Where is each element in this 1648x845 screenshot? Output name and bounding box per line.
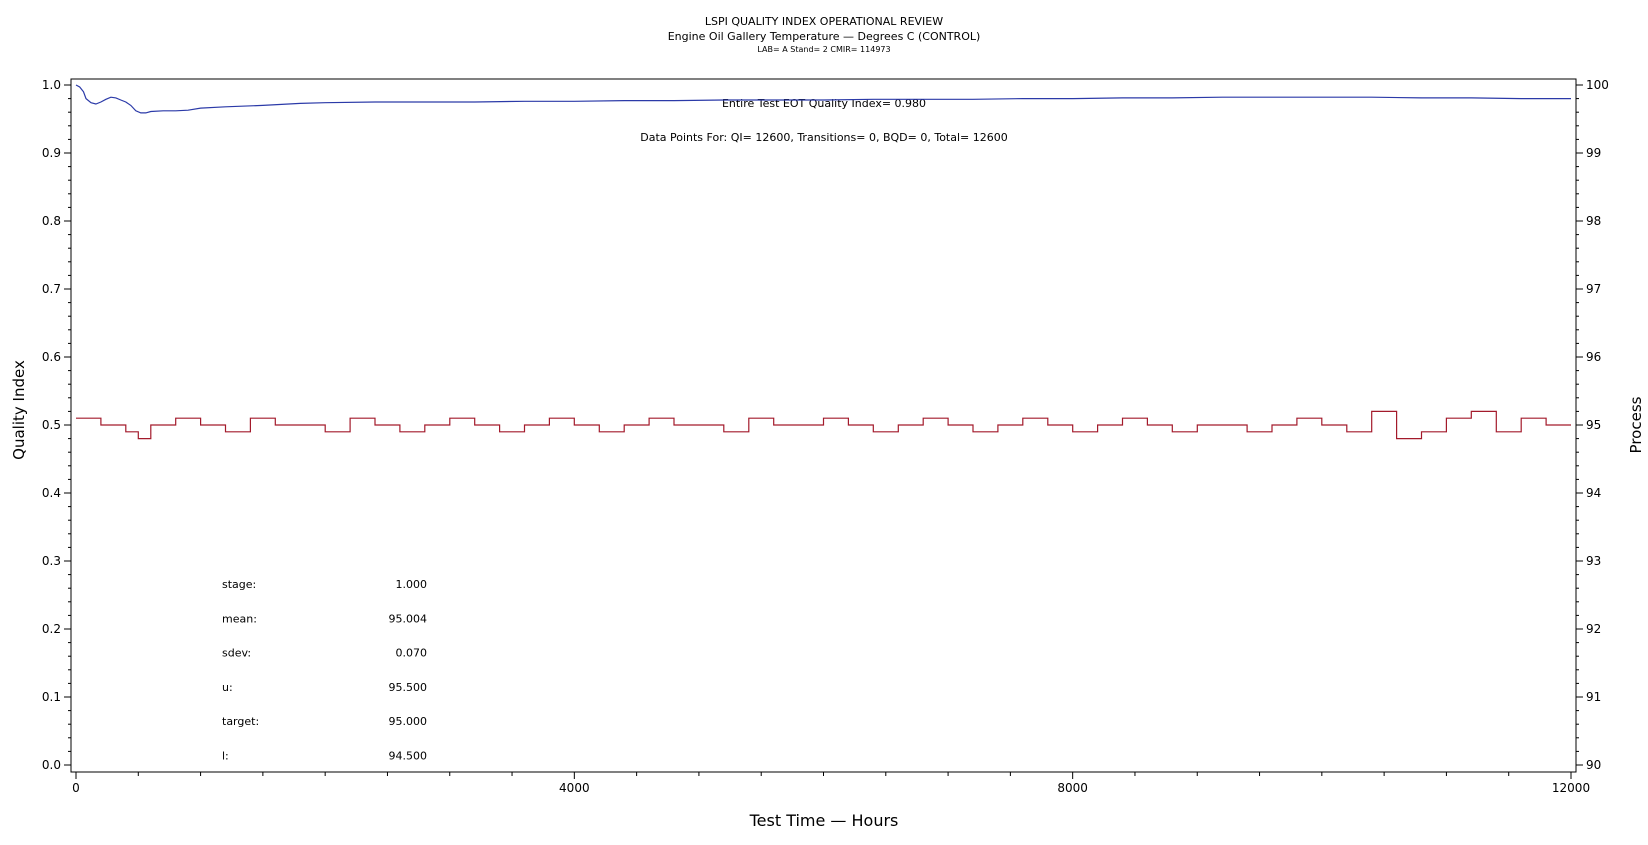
x-axis-label: Test Time — Hours: [749, 811, 899, 830]
y-right-tick-label: 100: [1586, 78, 1609, 92]
y-axis-label-right: Process: [1627, 396, 1645, 453]
chart-title: LSPI QUALITY INDEX OPERATIONAL REVIEW: [705, 15, 943, 28]
stat-label: target:: [222, 715, 259, 728]
stat-value: 94.500: [389, 750, 428, 763]
y-right-tick-label: 98: [1586, 214, 1601, 228]
chart-subtitle-2: LAB= A Stand= 2 CMIR= 114973: [757, 45, 890, 54]
y-left-tick-label: 0.0: [42, 758, 61, 772]
stat-label: stage:: [222, 578, 256, 591]
stat-label: mean:: [222, 612, 257, 625]
y-right-tick-label: 97: [1586, 282, 1601, 296]
data-points-annotation: Data Points For: QI= 12600, Transitions=…: [640, 131, 1008, 144]
stat-value: 0.070: [396, 647, 428, 660]
stat-value: 1.000: [396, 578, 428, 591]
y-left-tick-label: 0.2: [42, 622, 61, 636]
stat-value: 95.004: [389, 612, 428, 625]
stat-value: 95.500: [389, 681, 428, 694]
stat-label: sdev:: [222, 647, 251, 660]
x-tick-label: 0: [72, 781, 80, 795]
y-left-tick-label: 0.5: [42, 418, 61, 432]
y-right-tick-label: 90: [1586, 758, 1601, 772]
x-tick-label: 4000: [559, 781, 590, 795]
y-left-tick-label: 0.7: [42, 282, 61, 296]
y-left-tick-label: 0.4: [42, 486, 61, 500]
y-right-tick-label: 96: [1586, 350, 1601, 364]
y-right-tick-label: 95: [1586, 418, 1601, 432]
y-right-tick-label: 92: [1586, 622, 1601, 636]
x-tick-label: 8000: [1057, 781, 1088, 795]
stat-value: 95.000: [389, 715, 428, 728]
y-left-tick-label: 0.8: [42, 214, 61, 228]
y-axis-label-left: Quality Index: [10, 360, 28, 460]
y-right-tick-label: 99: [1586, 146, 1601, 160]
process-series-line: [76, 410, 1571, 440]
chart-subtitle: Engine Oil Gallery Temperature — Degrees…: [668, 30, 981, 43]
y-left-tick-label: 0.9: [42, 146, 61, 160]
stat-label: l:: [222, 750, 229, 763]
x-tick-label: 12000: [1552, 781, 1590, 795]
y-right-tick-label: 94: [1586, 486, 1601, 500]
y-left-tick-label: 0.1: [42, 690, 61, 704]
y-right-tick-label: 91: [1586, 690, 1601, 704]
y-left-tick-label: 0.6: [42, 350, 61, 364]
y-left-tick-label: 1.0: [42, 78, 61, 92]
y-right-tick-label: 93: [1586, 554, 1601, 568]
stat-label: u:: [222, 681, 233, 694]
quality-index-series-line: [75, 84, 1571, 114]
y-left-tick-label: 0.3: [42, 554, 61, 568]
